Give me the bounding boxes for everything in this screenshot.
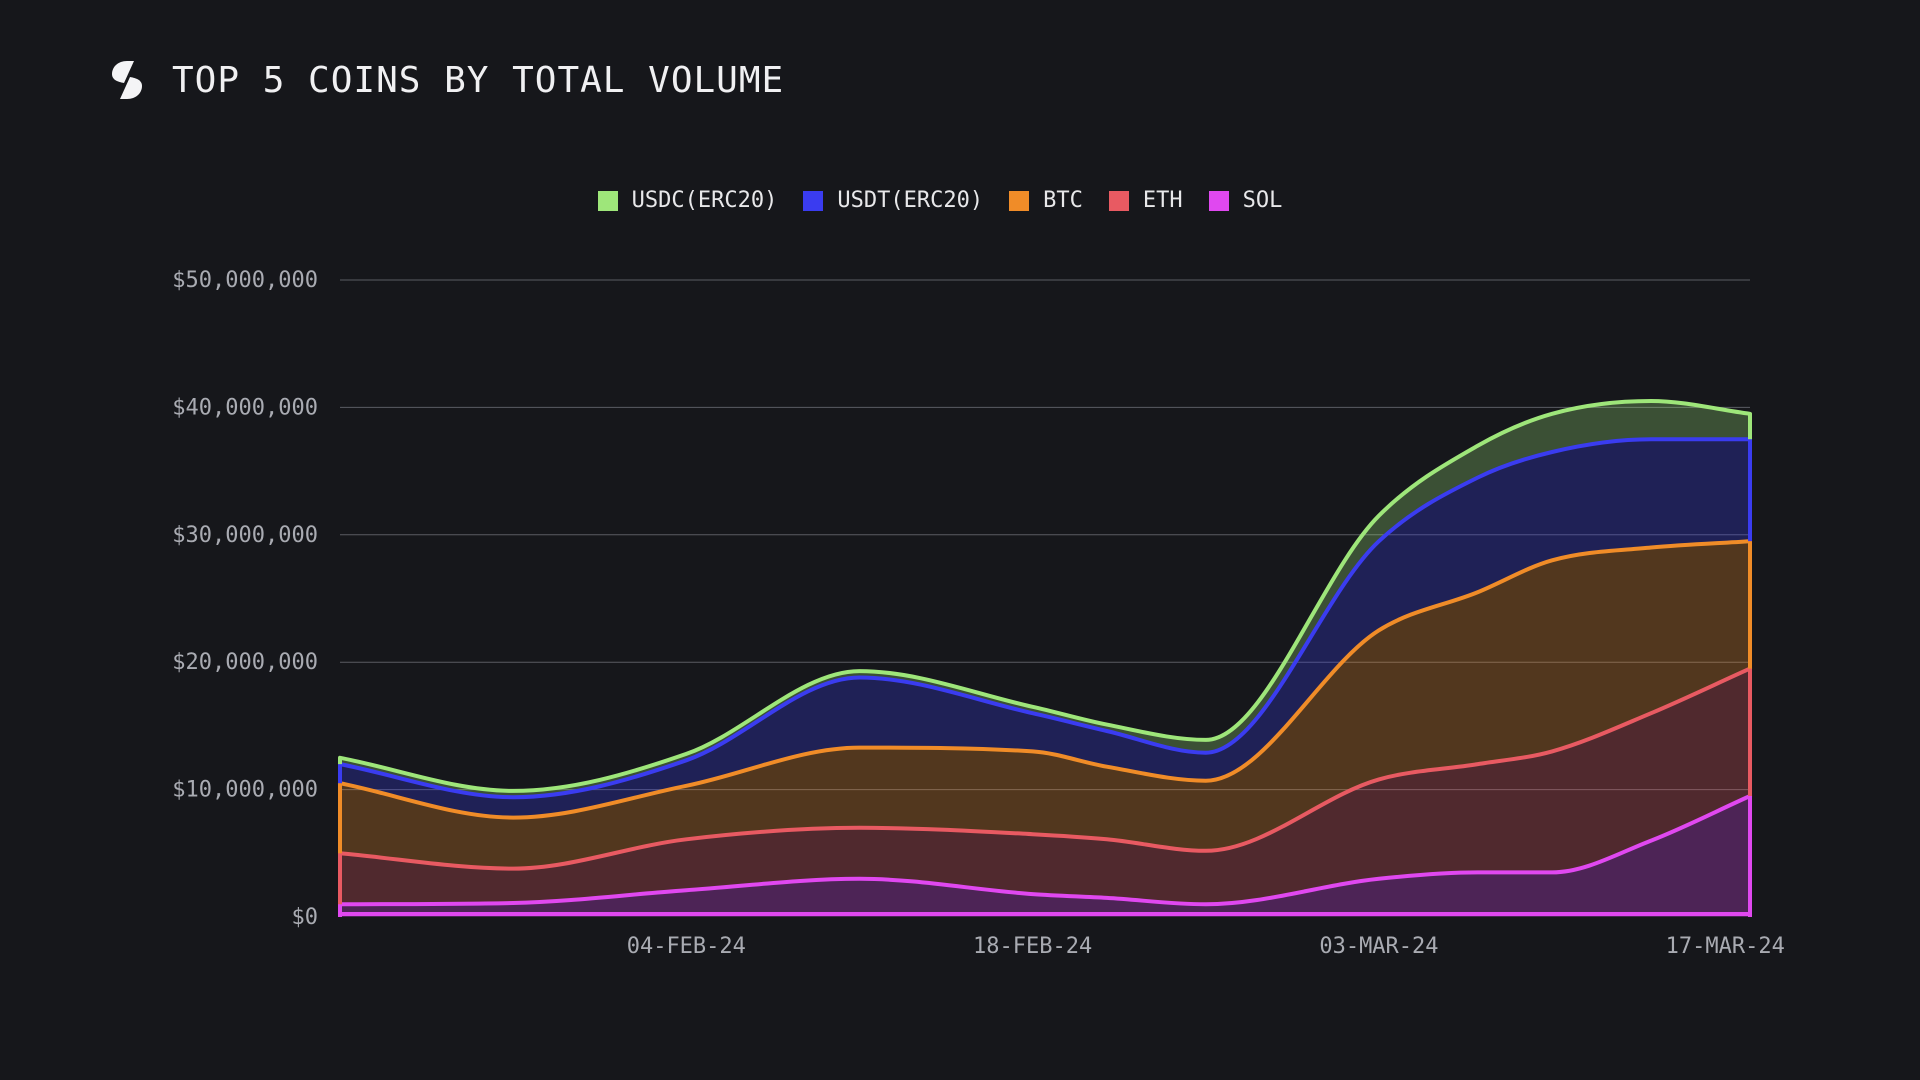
- y-tick-label: $50,000,000: [172, 268, 318, 293]
- legend-item: USDC(ERC20): [597, 188, 778, 213]
- series-line-usdc-erc20-: [338, 399, 1752, 793]
- legend-swatch: [1009, 190, 1030, 211]
- legend-label: ETH: [1142, 188, 1183, 213]
- x-tick-label: 03-MAR-24: [1319, 934, 1438, 959]
- chart-header: TOP 5 COINS BY TOTAL VOLUME: [110, 56, 784, 104]
- legend-swatch: [1108, 190, 1129, 211]
- area-sol: [340, 796, 1750, 917]
- legend-item: ETH: [1108, 188, 1183, 213]
- y-tick-label: $20,000,000: [172, 650, 318, 675]
- legend-item: SOL: [1208, 188, 1283, 213]
- legend-label: BTC: [1043, 188, 1083, 213]
- legend-label: USDT(ERC20): [837, 188, 984, 213]
- x-tick-label: 04-FEB-24: [627, 934, 746, 959]
- series-line-sol: [338, 794, 1752, 907]
- series-line-btc: [338, 539, 1752, 820]
- area-btc: [340, 541, 1750, 869]
- chart-legend: USDC(ERC20) USDT(ERC20) BTC ETH SOL: [0, 188, 1920, 213]
- y-tick-label: $0: [292, 905, 319, 930]
- legend-swatch: [803, 190, 824, 211]
- legend-label: SOL: [1242, 188, 1283, 213]
- y-tick-label: $30,000,000: [172, 523, 318, 548]
- x-tick-label: 18-FEB-24: [973, 934, 1092, 959]
- synthetix-s-logo-icon: [112, 61, 142, 99]
- series-line-eth: [338, 666, 1752, 871]
- legend-swatch: [597, 190, 618, 211]
- x-tick-label: 17-MAR-24: [1666, 934, 1785, 959]
- area-eth: [340, 668, 1750, 905]
- series-line-usdt-erc20-: [338, 437, 1752, 800]
- legend-item: USDT(ERC20): [803, 188, 983, 213]
- y-tick-label: $40,000,000: [172, 395, 318, 420]
- area-usdt-erc20-: [340, 439, 1750, 818]
- legend-item: BTC: [1009, 188, 1083, 213]
- legend-label: USDC(ERC20): [631, 188, 778, 213]
- legend-swatch: [1208, 190, 1229, 211]
- chart-title: TOP 5 COINS BY TOTAL VOLUME: [172, 59, 785, 101]
- y-tick-label: $10,000,000: [172, 778, 318, 803]
